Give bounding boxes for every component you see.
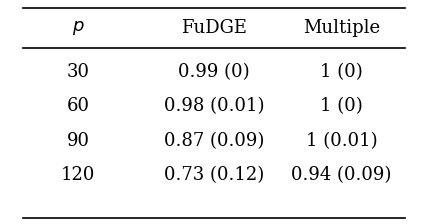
Text: Multiple: Multiple xyxy=(303,19,380,37)
Text: 1 (0): 1 (0) xyxy=(320,63,363,81)
Text: $p$: $p$ xyxy=(71,19,84,37)
Text: 1 (0): 1 (0) xyxy=(320,97,363,115)
Text: 120: 120 xyxy=(61,166,95,184)
Text: FuDGE: FuDGE xyxy=(181,19,247,37)
Text: 0.73 (0.12): 0.73 (0.12) xyxy=(164,166,264,184)
Text: 0.98 (0.01): 0.98 (0.01) xyxy=(164,97,264,115)
Text: 0.94 (0.09): 0.94 (0.09) xyxy=(291,166,392,184)
Text: 1 (0.01): 1 (0.01) xyxy=(306,132,377,150)
Text: 0.99 (0): 0.99 (0) xyxy=(178,63,250,81)
Text: 60: 60 xyxy=(66,97,89,115)
Text: 30: 30 xyxy=(66,63,89,81)
Text: 90: 90 xyxy=(66,132,89,150)
Text: 0.87 (0.09): 0.87 (0.09) xyxy=(164,132,264,150)
